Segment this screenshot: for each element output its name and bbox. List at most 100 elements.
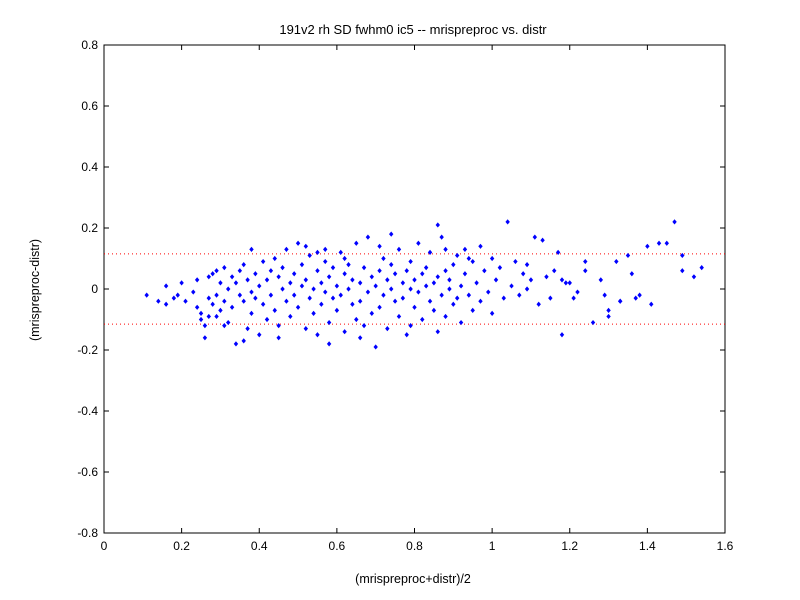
data-point [656,240,662,246]
data-point [241,338,246,344]
data-point [606,313,611,320]
data-point [552,268,557,274]
data-point [672,219,677,225]
data-point [447,277,452,283]
data-point [307,295,312,301]
data-point [315,249,320,255]
data-point [524,286,530,292]
data-point [412,277,417,283]
data-point [618,298,623,304]
data-point [323,289,328,295]
data-point [420,316,425,323]
data-point [214,313,219,320]
data-point [458,319,464,326]
data-point [260,258,266,265]
data-point [470,307,475,313]
data-point [218,280,223,286]
data-point [451,262,456,268]
data-point [629,271,635,277]
data-point [439,234,444,240]
data-point [369,310,375,316]
data-point [423,283,429,289]
data-point [280,265,285,271]
data-point [202,335,208,341]
data-point [303,326,309,332]
data-point [249,289,254,295]
data-point [470,258,475,265]
data-point [540,237,545,243]
data-point [307,252,312,259]
data-point [447,286,452,292]
x-axis-label: (mrispreproc+distr)/2 [355,572,471,586]
data-point [342,255,347,262]
data-point [462,246,468,252]
data-point [268,292,274,298]
data-point [280,286,285,292]
data-point [396,246,402,252]
data-point [416,289,421,295]
data-point [505,219,510,225]
data-point [385,326,390,332]
data-point [233,280,239,286]
data-point [482,268,487,274]
data-point [253,271,258,277]
data-point [326,341,332,347]
data-point [524,262,530,268]
data-point [338,249,343,255]
data-point [295,304,301,310]
data-point [439,292,444,298]
x-tick-label: 0.8 [406,539,423,553]
data-point [357,335,363,341]
x-tick-label: 0.2 [173,539,190,553]
data-point [163,283,169,289]
data-point [354,316,359,323]
data-point [517,292,522,298]
data-point [264,316,270,323]
data-point [443,246,448,252]
data-point [315,268,320,274]
data-point [202,323,208,329]
y-tick-label: 0.8 [81,38,98,52]
data-point [520,271,526,277]
data-point [408,323,413,329]
data-point [237,292,243,298]
data-point [194,304,200,310]
data-point [443,268,448,274]
data-point [443,313,448,320]
data-point [427,249,433,255]
data-point [509,283,514,289]
data-point [291,271,297,277]
data-point [571,295,576,301]
data-point [245,277,250,283]
data-point [435,274,440,280]
data-point [249,246,254,252]
data-point [536,301,541,307]
data-point [478,243,483,249]
data-point [513,258,518,265]
data-point [319,280,324,286]
data-point [229,304,235,310]
data-point [416,240,421,246]
data-point [365,289,371,295]
data-point [311,286,316,292]
data-point [396,313,402,320]
data-point [303,277,309,283]
data-point [163,301,169,307]
data-point [226,319,231,326]
data-point [680,252,685,259]
data-point [342,329,347,335]
x-tick-label: 0.6 [329,539,346,553]
data-point [377,304,382,310]
data-point [381,292,386,298]
data-point [191,289,196,295]
data-point [210,301,215,307]
x-tick-label: 1.4 [639,539,656,553]
data-point [210,271,215,277]
data-point [435,329,440,335]
y-axis-label: (mrispreproc-distr) [28,239,42,341]
data-point [323,246,328,252]
data-point [338,292,343,298]
y-tick-label: -0.8 [77,526,98,540]
data-point [156,298,161,304]
